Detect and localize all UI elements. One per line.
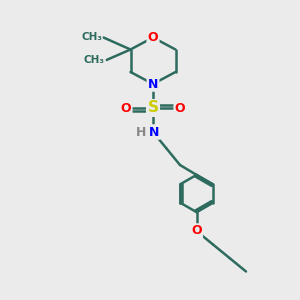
Text: O: O (191, 224, 202, 238)
Text: CH₃: CH₃ (81, 32, 102, 43)
Text: O: O (148, 31, 158, 44)
Text: N: N (148, 77, 158, 91)
Text: H: H (136, 125, 146, 139)
Text: CH₃: CH₃ (84, 55, 105, 65)
Text: O: O (175, 101, 185, 115)
Text: O: O (121, 101, 131, 115)
Text: S: S (148, 100, 158, 116)
Text: N: N (149, 125, 160, 139)
